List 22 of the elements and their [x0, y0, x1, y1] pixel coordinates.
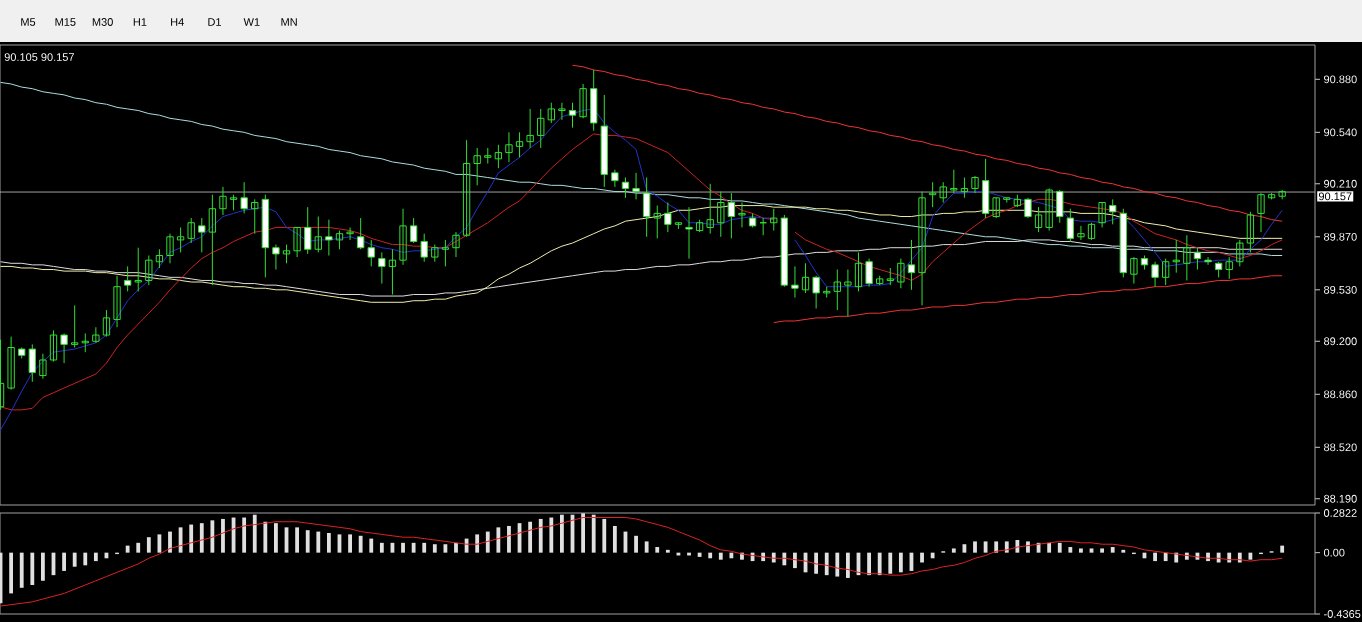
y-tick-label: 90.880 [1324, 75, 1357, 84]
text: M5 [21, 18, 36, 26]
y-tick-label: 88.860 [1324, 390, 1357, 399]
y-tick-label: 89.870 [1324, 232, 1357, 241]
y-tick-label: 0.00 [1323, 548, 1345, 557]
text: 90.105 90.157 [4, 53, 74, 61]
ref-line-label: 90.157 [1318, 192, 1352, 201]
y-tick-label: -0.4365 [1324, 610, 1361, 618]
y-tick-label: 88.520 [1324, 443, 1357, 452]
y-tick-label: 0.2822 [1323, 509, 1357, 517]
text: M15 [55, 18, 76, 26]
text: D1 [208, 18, 221, 26]
text: M30 [92, 18, 113, 26]
text: H4 [171, 18, 184, 26]
text: W1 [243, 18, 260, 26]
y-tick-label: 89.530 [1324, 285, 1357, 294]
y-tick-label: 88.190 [1324, 494, 1357, 503]
y-tick-label: 90.540 [1324, 128, 1357, 137]
text: H1 [133, 18, 147, 26]
text: MN [281, 18, 297, 26]
y-tick-label: 90.210 [1324, 179, 1357, 188]
y-tick-label: 89.200 [1324, 337, 1357, 346]
